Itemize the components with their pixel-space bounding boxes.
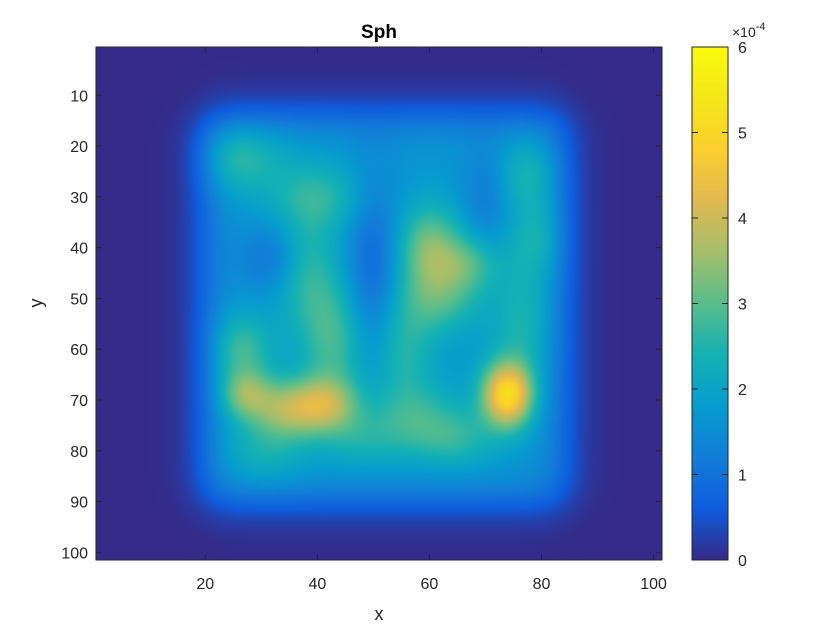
y-tick-label: 20 [70,139,88,156]
y-tick-label: 80 [70,444,88,461]
y-tick-label: 90 [70,495,88,512]
colorbar-tick-label: 3 [738,297,747,314]
colorbar-tick-label: 1 [738,468,747,485]
y-tick-label: 40 [70,241,88,258]
heatmap-image [96,47,662,560]
plot-area [95,46,663,561]
x-tick-label: 40 [308,576,326,593]
x-tick-label: 20 [196,576,214,593]
colorbar-tick-label: 4 [738,211,747,228]
colorbar-ticks: 0 1 2 3 4 5 6 [692,40,747,570]
colorbar-exponent-base: ×10 [732,24,756,40]
colorbar-tick-label: 2 [738,382,747,399]
heatmap-canvas-wrapper [96,47,662,560]
x-tick-label: 80 [533,576,551,593]
x-axis-label: x [375,604,384,624]
y-tick-label: 60 [70,342,88,359]
y-tick-label: 100 [61,545,88,562]
x-tick-label: 60 [421,576,439,593]
colorbar-tick-label: 6 [738,40,747,57]
plot-frame [95,46,663,561]
y-tick-label: 70 [70,393,88,410]
y-tick-label: 10 [70,88,88,105]
colorbar-exponent-power: -4 [756,21,766,33]
chart-title: Sph [361,22,397,43]
colorbar-exponent: ×10-4 [732,21,766,40]
y-axis-label: y [26,299,46,308]
colorbar-tick-label: 5 [738,126,747,143]
x-tick-label: 100 [640,576,667,593]
x-axis-ticks: 20 40 60 80 100 [196,47,667,593]
colorbar: 0 1 2 3 4 5 6 ×10-4 [691,21,766,570]
y-tick-label: 30 [70,190,88,207]
y-axis-ticks: 10 20 30 40 50 60 70 80 90 100 [61,88,662,562]
y-tick-label: 50 [70,291,88,308]
colorbar-tick-label: 0 [738,553,747,570]
